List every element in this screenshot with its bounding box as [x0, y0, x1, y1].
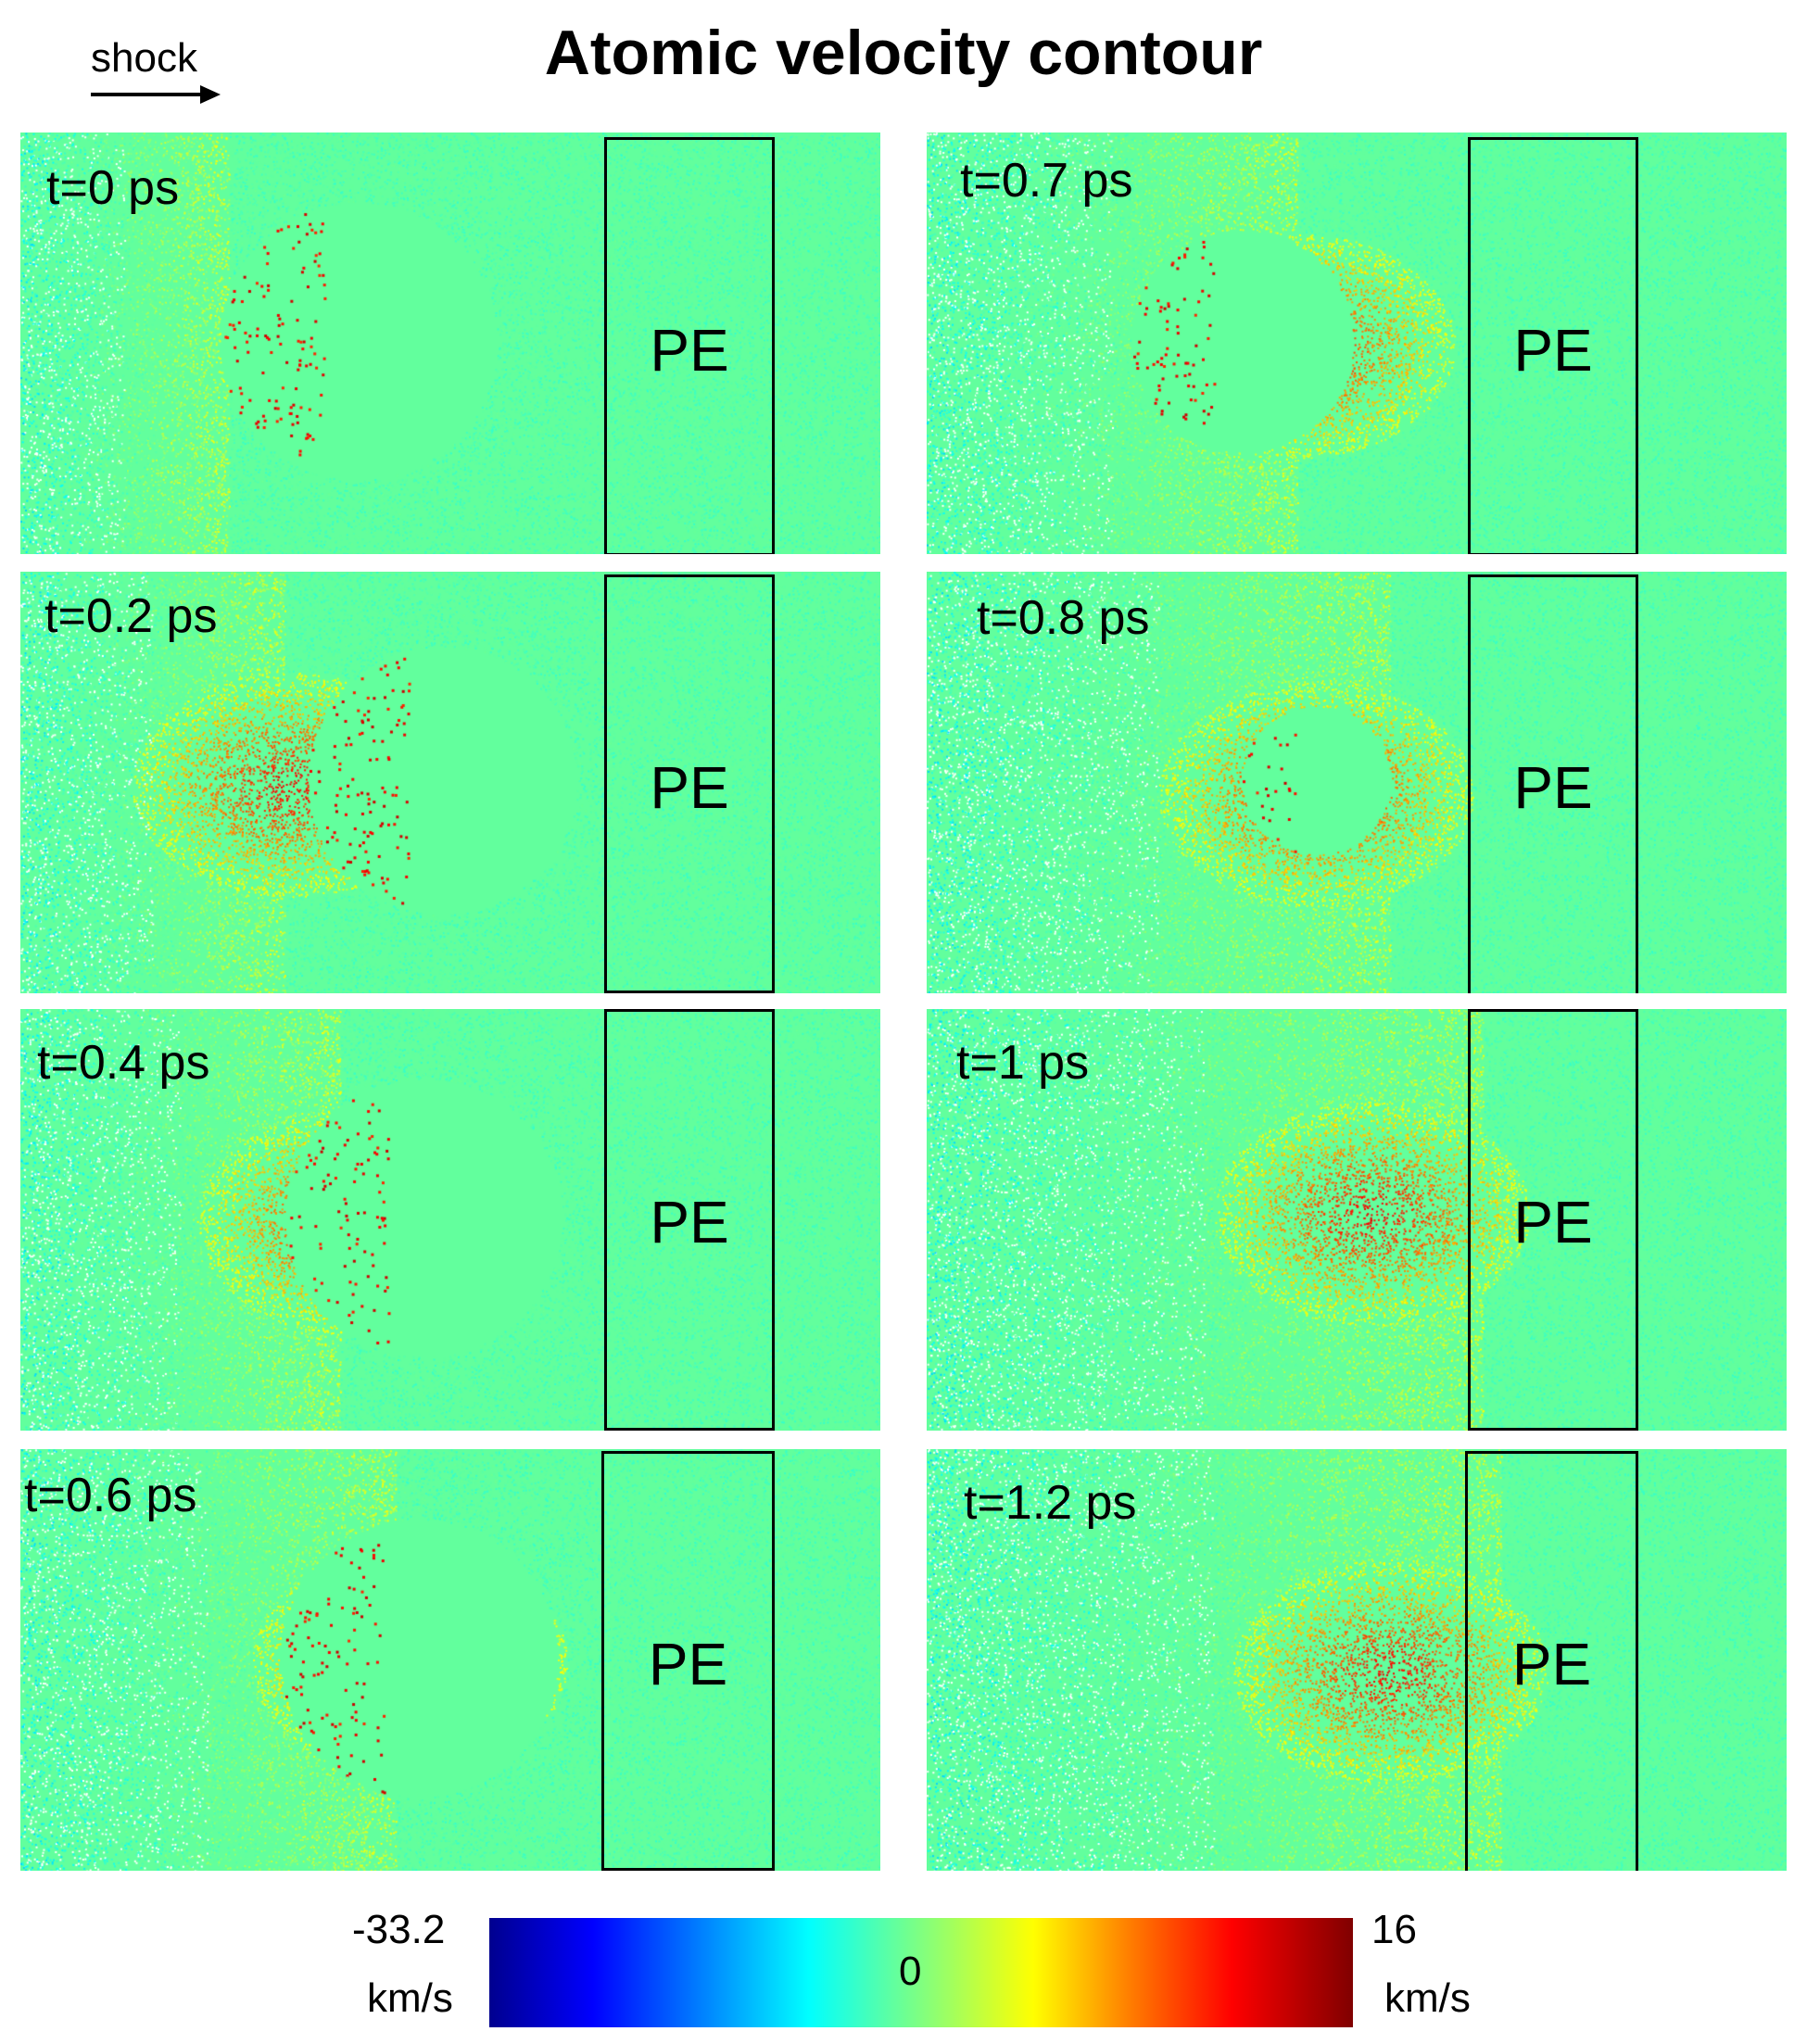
time-label: t=0.8 ps	[977, 591, 1150, 645]
pe-region-box: PE	[1468, 1009, 1638, 1431]
colorbar-min-label: -33.2	[352, 1907, 446, 1952]
particle-field	[20, 132, 880, 554]
pe-label: PE	[650, 1189, 729, 1255]
time-label: t=0 ps	[46, 161, 180, 215]
pe-label: PE	[650, 317, 729, 384]
snapshot-panel-t1: PE t=1 ps	[927, 1009, 1787, 1431]
snapshot-panel-t0.6: PE t=0.6 ps	[20, 1449, 880, 1871]
pe-region-box: PE	[1465, 1451, 1638, 1871]
snapshot-panel-t0: PE t=0 ps	[20, 132, 880, 554]
particle-field	[20, 1009, 880, 1431]
pe-label: PE	[1513, 754, 1593, 821]
particle-field	[927, 1009, 1787, 1431]
snapshot-panel-t0.7: PE t=0.7 ps	[927, 132, 1787, 554]
snapshot-panel-t0.4: PE t=0.4 ps	[20, 1009, 880, 1431]
snapshot-panel-t1.2: PE t=1.2 ps	[927, 1449, 1787, 1871]
time-label: t=0.2 ps	[44, 589, 218, 643]
time-label: t=0.7 ps	[960, 154, 1133, 208]
time-label: t=0.4 ps	[37, 1036, 210, 1090]
pe-region-box: PE	[1468, 137, 1638, 554]
particle-field	[20, 572, 880, 993]
colorbar-max-label: 16	[1371, 1907, 1417, 1952]
pe-region-box: PE	[604, 1009, 775, 1431]
pe-region-box: PE	[604, 574, 775, 993]
time-label: t=0.6 ps	[24, 1469, 197, 1522]
snapshot-panel-t0.8: PE t=0.8 ps	[927, 572, 1787, 993]
colorbar-min-unit: km/s	[367, 1975, 453, 2021]
snapshot-panel-t0.2: PE t=0.2 ps	[20, 572, 880, 993]
pe-label: PE	[1513, 317, 1593, 384]
pe-region-box: PE	[1468, 574, 1638, 993]
figure-title: Atomic velocity contour	[544, 18, 1263, 88]
pe-region-box: PE	[601, 1451, 775, 1871]
time-label: t=1 ps	[956, 1036, 1090, 1090]
colorbar-mid-label: 0	[899, 1949, 922, 1994]
pe-label: PE	[1513, 1189, 1593, 1255]
velocity-colorbar	[489, 1918, 1353, 2027]
pe-label: PE	[650, 754, 729, 821]
particle-field	[927, 572, 1787, 993]
pe-region-box: PE	[604, 137, 775, 554]
time-label: t=1.2 ps	[964, 1476, 1137, 1530]
particle-field	[927, 1449, 1787, 1871]
particle-field	[927, 132, 1787, 554]
shock-arrow-icon	[91, 85, 221, 104]
particle-field	[20, 1449, 880, 1871]
pe-label: PE	[648, 1631, 728, 1697]
shock-label: shock	[91, 35, 197, 81]
pe-label: PE	[1511, 1631, 1592, 1697]
colorbar-max-unit: km/s	[1384, 1975, 1471, 2021]
